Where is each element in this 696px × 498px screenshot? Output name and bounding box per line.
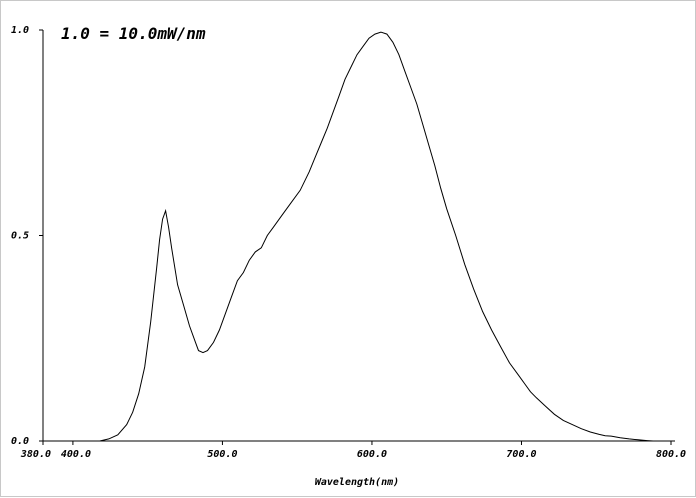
x-axis-title: Wavelength(nm)	[315, 477, 399, 488]
x-tick-label: 800.0	[656, 449, 686, 460]
spectrum-line	[90, 31, 654, 442]
y-tick-label: 0.5	[11, 231, 29, 242]
scale-annotation: 1.0 = 10.0mW/nm	[61, 24, 206, 43]
x-tick-label: 500.0	[207, 449, 237, 460]
axes	[41, 30, 675, 445]
x-tick-label: 700.0	[506, 449, 536, 460]
y-tick-label: 1.0	[11, 25, 29, 36]
ticks: 0.0 0.5 1.0 380.0 400.0 500.0 600.0 700.0 800.0	[11, 25, 686, 460]
plot-area	[90, 31, 654, 442]
x-tick-label: 600.0	[357, 449, 387, 460]
y-tick-label: 0.0	[11, 436, 29, 447]
x-tick-label: 400.0	[61, 449, 91, 460]
x-tick-label: 380.0	[20, 449, 51, 460]
